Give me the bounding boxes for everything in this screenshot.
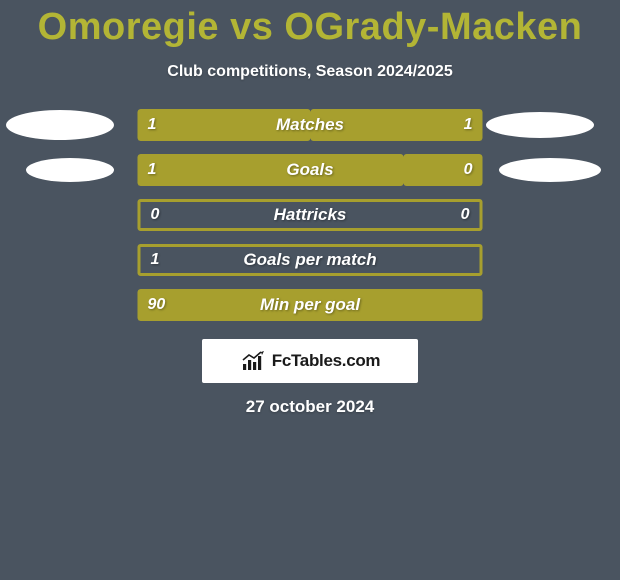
value-left: 0: [151, 206, 160, 224]
value-right: 0: [464, 161, 473, 179]
row-label: Hattricks: [274, 205, 347, 225]
page-subtitle: Club competitions, Season 2024/2025: [167, 63, 452, 81]
stat-row: 1 0 Goals: [0, 154, 620, 186]
bar-left: [138, 154, 404, 186]
stat-rows: 1 1 Matches 1 0 Goals 0 0 Hattricks 1 Goals per ma…: [0, 109, 620, 321]
date-text: 27 october 2024: [246, 397, 375, 417]
row-label: Goals: [286, 160, 333, 180]
decorative-ellipse: [6, 110, 114, 140]
value-left: 1: [151, 251, 160, 269]
stat-row: 0 0 Hattricks: [0, 199, 620, 231]
chart-icon: [240, 350, 268, 372]
value-right: 0: [461, 206, 470, 224]
value-left: 90: [148, 296, 166, 314]
bar-track: 1 0 Goals: [138, 154, 483, 186]
bar-track: 90 Min per goal: [138, 289, 483, 321]
bar-track: 1 1 Matches: [138, 109, 483, 141]
value-left: 1: [148, 161, 157, 179]
decorative-ellipse: [499, 158, 601, 182]
stat-row: 1 Goals per match: [0, 244, 620, 276]
decorative-ellipse: [26, 158, 114, 182]
row-label: Min per goal: [260, 295, 360, 315]
row-label: Goals per match: [243, 250, 376, 270]
value-left: 1: [148, 116, 157, 134]
comparison-infographic: Omoregie vs OGrady-Macken Club competiti…: [0, 0, 620, 580]
bar-track: 1 Goals per match: [138, 244, 483, 276]
stat-row: 1 1 Matches: [0, 109, 620, 141]
stat-row: 90 Min per goal: [0, 289, 620, 321]
bar-track: 0 0 Hattricks: [138, 199, 483, 231]
row-label: Matches: [276, 115, 344, 135]
page-title: Omoregie vs OGrady-Macken: [38, 6, 583, 49]
brand-box: FcTables.com: [202, 339, 418, 383]
brand-text: FcTables.com: [272, 351, 381, 371]
decorative-ellipse: [486, 112, 594, 138]
value-right: 1: [464, 116, 473, 134]
